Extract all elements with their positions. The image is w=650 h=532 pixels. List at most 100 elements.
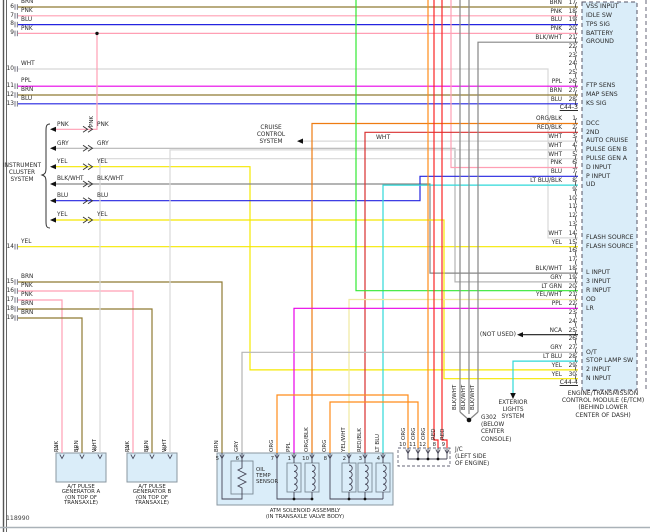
wire-second	[364, 131, 578, 453]
etcm-pin-bracket-icon: (	[574, 126, 578, 136]
etcm-caption-line: (BEHIND LOWER	[578, 404, 628, 412]
etcm-pin-bracket-icon: (	[574, 152, 578, 162]
wire-org2	[329, 401, 419, 453]
etcm-pin-signal: DCC	[586, 119, 600, 127]
etcm-pin-signal: PULSE GEN B	[586, 146, 628, 154]
gen-b-caption-line: TRANSAXLE)	[135, 500, 169, 507]
etcm-pin-number: 22	[568, 43, 576, 50]
etcm-pin-number: 3	[572, 133, 576, 140]
left-wire-color-label: BLU	[21, 96, 33, 102]
not-used-arrow-icon	[517, 332, 523, 338]
left-wire-color-label: BLU	[21, 16, 33, 23]
g302-line: G302	[481, 415, 497, 421]
etcm-pin-number: 17	[568, 0, 576, 6]
left-arrow-icon	[50, 145, 56, 151]
wire-dinput	[450, 0, 578, 169]
gen-a-pin-wire-label: BRN	[74, 440, 80, 452]
gen-b-caption-line: (ON TOP OF	[136, 494, 168, 501]
jc-pin-number: 10	[399, 441, 406, 448]
left-wire-number: 18	[6, 305, 14, 312]
gen-b-caption-line: GENERATOR B	[132, 489, 172, 496]
etcm-pin-bracket-icon: (	[574, 71, 578, 81]
etcm-pin-signal: FLASH SOURCE	[586, 234, 634, 242]
solenoid-pin-number: 2	[342, 455, 346, 462]
pin-entry-arrow-icon	[444, 449, 450, 455]
etcm-pin-signal: N INPUT	[586, 374, 612, 382]
cruise-line: CONTROL	[256, 132, 286, 139]
etcm-pin-wire-color: PPL	[551, 79, 562, 85]
etcm-pin-wire-color: BLU	[550, 96, 562, 103]
etcm-pin-bracket-icon: (	[574, 240, 578, 250]
etcm-pin-number: 25	[568, 327, 576, 334]
etcm-pin-number: 30	[568, 371, 576, 378]
etcm-pin-number: 5	[572, 151, 576, 158]
etcm-pin-bracket-icon: (	[574, 170, 578, 180]
jc-pin-number: 11	[409, 441, 416, 448]
solenoid-pin-wire-label: YEL/WHT	[341, 427, 347, 452]
wire-ot	[241, 351, 578, 453]
cruise-line: CRUISE	[260, 125, 282, 131]
etcm-pin-number: 2	[572, 125, 576, 132]
oil-temp-line: OIL	[256, 467, 265, 473]
solenoid-pin-wire-label: PPL	[286, 442, 292, 452]
etcm-pin-wire-color: YEL	[551, 362, 562, 369]
inline-connector-icon	[87, 163, 94, 171]
jc-pin-wire-label: ORG	[410, 427, 417, 440]
etcm-pin-number: 1	[572, 116, 576, 123]
etcm-pin-number: 18	[568, 8, 576, 15]
solenoid-pin-number: 4	[376, 455, 380, 462]
cluster-wire-color-label: YEL	[57, 212, 68, 219]
left-wire-color-label: PNK	[21, 292, 33, 299]
etcm-pin-number: 20	[568, 26, 576, 33]
etcm-pin-bracket-icon: (	[574, 0, 578, 10]
wire-w16	[18, 290, 134, 453]
jc-pin-number: 9	[441, 441, 445, 448]
etcm-pin-wire-color: LT BLU/BLK	[530, 177, 562, 184]
gen-b-pin-number: 3	[145, 445, 149, 452]
jc-pin-wire-label: RED	[430, 428, 437, 440]
etcm-pin-wire-color: NCA	[549, 327, 562, 334]
etcm-pin-wire-color: BRN	[549, 0, 562, 6]
etcm-pin-signal: 2ND	[586, 128, 600, 136]
etcm-pin-number: 19	[568, 274, 576, 281]
instrument-cluster-line: SYSTEM	[10, 177, 34, 184]
etcm-pin-bracket-icon: (	[574, 44, 578, 54]
left-wire-color-label: BRN	[21, 274, 34, 281]
wire-cl-yel1	[56, 166, 578, 371]
oil-temp-line: TEMP	[256, 473, 271, 479]
etcm-pin-bracket-icon: (	[574, 205, 578, 215]
etcm-pin-bracket-icon: (	[574, 249, 578, 259]
etcm-pin-signal: LR	[586, 304, 594, 312]
solenoid-pin-wire-label: GRY	[234, 440, 240, 452]
etcm-pin-wire-color: PNK	[550, 160, 562, 167]
etcm-pin-number: 21	[568, 35, 576, 41]
coil-symbol	[382, 464, 387, 492]
cruise-wire-color-label: WHT	[376, 133, 391, 141]
etcm-pin-bracket-icon: (	[574, 284, 578, 294]
solenoid-pin-wire-label: ORG/BLK	[304, 427, 310, 452]
g302-line: CENTER	[481, 429, 505, 436]
etcm-caption-line: CENTER OF DASH)	[575, 411, 631, 419]
pin-entry-arrow-icon	[435, 449, 441, 455]
wire-org1	[276, 394, 409, 453]
etcm-pin-number: 19	[568, 17, 576, 24]
left-wire-color-label: PNK	[21, 25, 33, 32]
left-wire-color-label: YEL	[21, 238, 32, 245]
component-internal-wire	[276, 453, 312, 500]
solenoid-pin-wire-label: ORG	[269, 439, 275, 452]
etcm-pin-bracket-icon: (	[574, 363, 578, 373]
junction-dot	[95, 31, 99, 36]
gen-b-pin-number: 1	[126, 445, 130, 452]
solenoid-caption: ATM SOLENOID ASSEMBLY (IN TRANSAXLE VALV…	[217, 508, 393, 520]
left-wire-color-label: PNK	[21, 8, 33, 14]
inline-connector-icon	[87, 180, 94, 188]
solenoid-pin-number: 3	[358, 455, 362, 462]
left-wire-color-label: BRN	[21, 0, 34, 6]
solenoid-pin-number: 1	[287, 455, 291, 462]
inline-connector-icon	[82, 144, 89, 152]
cluster-wire-color-label: PNK	[97, 121, 109, 128]
cluster-wire-color-label: YEL	[97, 158, 108, 165]
wire-w10	[18, 68, 578, 239]
left-wire-number: 19	[6, 314, 14, 321]
